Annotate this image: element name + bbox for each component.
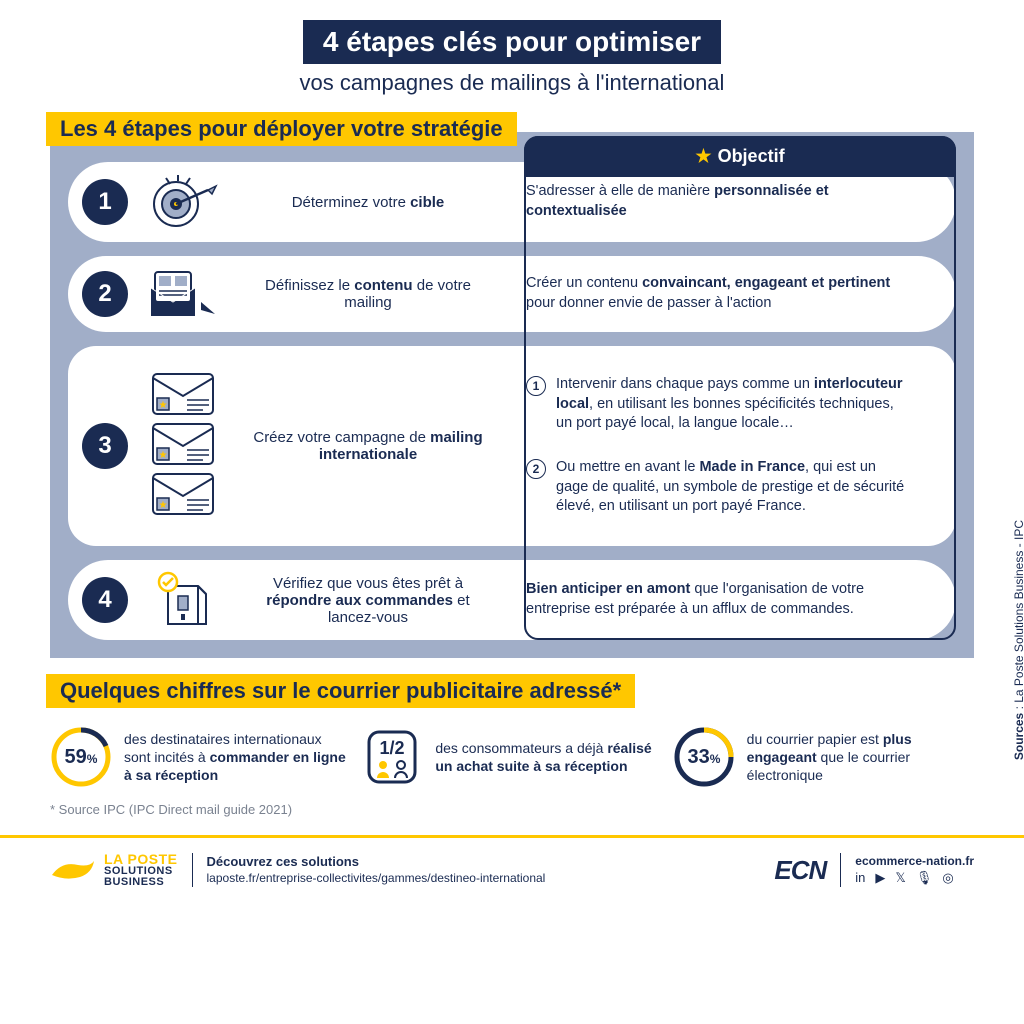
footer-separator xyxy=(840,853,841,887)
envelopes-icon: ★ ★ xyxy=(128,366,238,526)
page-title: 4 étapes clés pour optimiser xyxy=(303,20,721,64)
step-text: Déterminez votre cible xyxy=(238,194,498,211)
objective-text: 1 Intervenir dans chaque pays comme un i… xyxy=(498,369,930,522)
stat-text: des consommateurs a déjà réalisé un acha… xyxy=(435,739,662,775)
page-subtitle: vos campagnes de mailings à l'internatio… xyxy=(50,70,974,96)
footer-cta: Découvrez ces solutions laposte.fr/entre… xyxy=(207,854,546,886)
step-text: Créez votre campagne de mailing internat… xyxy=(238,429,498,463)
linkedin-icon[interactable]: in xyxy=(855,870,865,886)
step-number: 1 xyxy=(82,179,128,225)
footnote: * Source IPC (IPC Direct mail guide 2021… xyxy=(50,802,974,817)
svg-text:★: ★ xyxy=(159,500,168,511)
sub-number: 2 xyxy=(526,459,546,479)
stat-box-icon: 1/2 xyxy=(361,726,423,788)
target-icon xyxy=(128,172,238,232)
section-stats-header: Quelques chiffres sur le courrier public… xyxy=(46,674,635,708)
package-check-icon xyxy=(128,570,238,630)
steps-panel: ★Objectif 1 xyxy=(50,132,974,658)
stat-item: 33% du courrier papier est plus engagean… xyxy=(673,726,974,788)
svg-text:★: ★ xyxy=(159,400,168,411)
stat-circle-icon: 59% xyxy=(50,726,112,788)
stat-text: du courrier papier est plus engageant qu… xyxy=(747,730,974,785)
sources-side-label: Sources : La Poste Solutions Business - … xyxy=(1012,520,1024,760)
footer: LA POSTE SOLUTIONSBUSINESS Découvrez ces… xyxy=(50,838,974,888)
laposte-logo: LA POSTE SOLUTIONSBUSINESS xyxy=(50,852,178,888)
section-steps-header: Les 4 étapes pour déployer votre stratég… xyxy=(46,112,517,146)
svg-text:★: ★ xyxy=(159,450,168,461)
objective-header: ★Objectif xyxy=(524,136,956,177)
svg-text:1/2: 1/2 xyxy=(380,738,405,758)
social-icons: in ▶ 𝕏 🎙 ◎ xyxy=(855,870,974,886)
podcast-icon[interactable]: 🎙 xyxy=(916,870,933,886)
step-number: 3 xyxy=(82,423,128,469)
objective-text: Bien anticiper en amont que l'organisati… xyxy=(498,580,930,619)
footer-separator xyxy=(192,853,193,887)
step-row: 3 ★ xyxy=(68,346,956,546)
bird-icon xyxy=(50,855,96,885)
step-row: 4 Vérifiez que vous êtes xyxy=(68,560,956,640)
step-text: Définissez le contenu de votre mailing xyxy=(238,277,498,311)
step-row: 2 Définis xyxy=(68,256,956,332)
sub-number: 1 xyxy=(526,376,546,396)
stats-row: 59% des destinataires internationaux son… xyxy=(50,726,974,788)
svg-text:33%: 33% xyxy=(687,746,720,768)
ecn-logo: ECN xyxy=(774,855,826,886)
instagram-icon[interactable]: ◎ xyxy=(942,870,953,886)
stat-circle-icon: 33% xyxy=(673,726,735,788)
stat-item: 1/2 des consommateurs a déjà réalisé un … xyxy=(361,726,662,788)
stat-item: 59% des destinataires internationaux son… xyxy=(50,726,351,788)
step-number: 2 xyxy=(82,271,128,317)
x-icon[interactable]: 𝕏 xyxy=(895,870,905,886)
stat-text: des destinataires internationaux sont in… xyxy=(124,730,351,785)
objective-text: Créer un contenu convaincant, engageant … xyxy=(498,274,930,313)
youtube-icon[interactable]: ▶ xyxy=(875,870,885,886)
svg-text:59%: 59% xyxy=(65,746,98,768)
step-number: 4 xyxy=(82,577,128,623)
objective-text: S'adresser à elle de manière personnalis… xyxy=(498,182,930,221)
star-icon: ★ xyxy=(695,146,711,166)
step-text: Vérifiez que vous êtes prêt à répondre a… xyxy=(238,575,498,626)
ecn-info: ecommerce-nation.fr in ▶ 𝕏 🎙 ◎ xyxy=(855,854,974,886)
title-block: 4 étapes clés pour optimiser vos campagn… xyxy=(50,20,974,96)
mail-content-icon xyxy=(128,266,238,322)
